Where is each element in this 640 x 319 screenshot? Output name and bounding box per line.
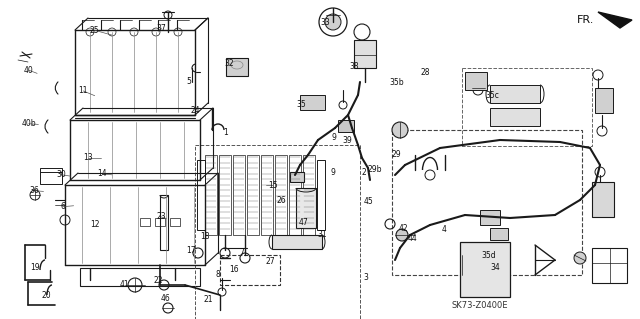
Text: 45: 45 [363, 197, 373, 206]
Polygon shape [598, 12, 632, 28]
Text: 11: 11 [79, 86, 88, 95]
Bar [392, 130, 582, 275]
Text: 27: 27 [265, 257, 275, 266]
Text: 40b: 40b [22, 119, 36, 128]
Bar [272, 235, 322, 249]
Text: 32: 32 [224, 59, 234, 68]
Bar [338, 120, 354, 132]
Text: 37: 37 [156, 24, 166, 33]
Text: 36: 36 [29, 186, 40, 195]
Text: 9: 9 [330, 168, 335, 177]
Bar [462, 68, 592, 146]
Text: 29b: 29b [368, 165, 382, 174]
Text: 26: 26 [276, 197, 287, 205]
Text: 20: 20 [41, 291, 51, 300]
Text: 44: 44 [407, 234, 417, 243]
Bar [160, 195, 168, 250]
Bar [275, 155, 287, 235]
Bar [592, 182, 614, 217]
Text: 35d: 35d [482, 251, 496, 260]
Bar [317, 160, 325, 230]
Text: 17: 17 [186, 246, 196, 255]
Bar [290, 172, 304, 182]
Bar [490, 108, 540, 126]
Text: 6: 6 [60, 202, 65, 211]
Text: 22: 22 [154, 276, 163, 285]
Bar [480, 210, 500, 225]
Bar [220, 255, 280, 285]
Text: 47: 47 [298, 218, 308, 227]
Circle shape [325, 14, 341, 30]
Text: 15: 15 [268, 181, 278, 189]
Text: 9: 9 [332, 133, 337, 142]
Bar [300, 95, 325, 110]
Bar [40, 168, 62, 184]
Circle shape [396, 229, 408, 241]
Text: 28: 28 [420, 68, 429, 77]
Bar [170, 218, 180, 226]
Text: 14: 14 [97, 169, 108, 178]
Bar [460, 242, 510, 297]
Bar [195, 145, 360, 319]
Text: 30: 30 [56, 170, 67, 179]
Text: 1: 1 [223, 128, 228, 137]
Bar [303, 155, 315, 235]
Bar [197, 160, 205, 230]
Bar [296, 188, 316, 228]
Text: 38: 38 [349, 63, 360, 71]
Text: 25: 25 [90, 26, 100, 35]
Bar [226, 58, 248, 76]
Text: 42: 42 [398, 224, 408, 233]
Text: SK73-Z0400E: SK73-Z0400E [452, 300, 508, 309]
Text: 8: 8 [215, 270, 220, 279]
Bar [595, 88, 613, 113]
Text: 3: 3 [364, 273, 369, 282]
Bar [490, 228, 508, 240]
Text: 23: 23 [156, 212, 166, 221]
Bar [261, 155, 273, 235]
Text: 21: 21 [204, 295, 212, 304]
Text: 34: 34 [490, 263, 500, 272]
Bar [80, 268, 200, 286]
Bar [354, 40, 376, 68]
Text: 35: 35 [296, 100, 306, 109]
Text: 31: 31 [317, 230, 327, 239]
Text: 40: 40 [24, 66, 34, 75]
Bar [219, 155, 231, 235]
Circle shape [392, 122, 408, 138]
Text: 35b: 35b [390, 78, 404, 87]
Text: 4: 4 [442, 225, 447, 234]
Bar [233, 155, 245, 235]
Text: 18: 18 [200, 232, 209, 241]
Text: 24: 24 [190, 106, 200, 115]
Text: 16: 16 [228, 265, 239, 274]
Text: 39: 39 [342, 136, 353, 145]
Text: 13: 13 [83, 153, 93, 162]
Text: 33: 33 [320, 18, 330, 27]
Text: 12: 12 [90, 220, 99, 229]
Text: 2: 2 [361, 168, 366, 177]
Bar [140, 218, 150, 226]
Bar [247, 155, 259, 235]
Bar [465, 72, 487, 90]
Bar [205, 155, 217, 235]
Text: 41: 41 [120, 280, 130, 289]
Text: 35c: 35c [486, 91, 500, 100]
Bar [289, 155, 301, 235]
Bar [490, 85, 540, 103]
Text: FR.: FR. [577, 15, 595, 25]
Text: 19: 19 [29, 263, 40, 272]
Text: 29: 29 [392, 150, 402, 159]
Bar [155, 218, 165, 226]
Text: 46: 46 [160, 294, 170, 303]
Text: 5: 5 [186, 77, 191, 86]
Text: 7: 7 [239, 248, 244, 256]
Circle shape [574, 252, 586, 264]
Bar [592, 248, 627, 283]
